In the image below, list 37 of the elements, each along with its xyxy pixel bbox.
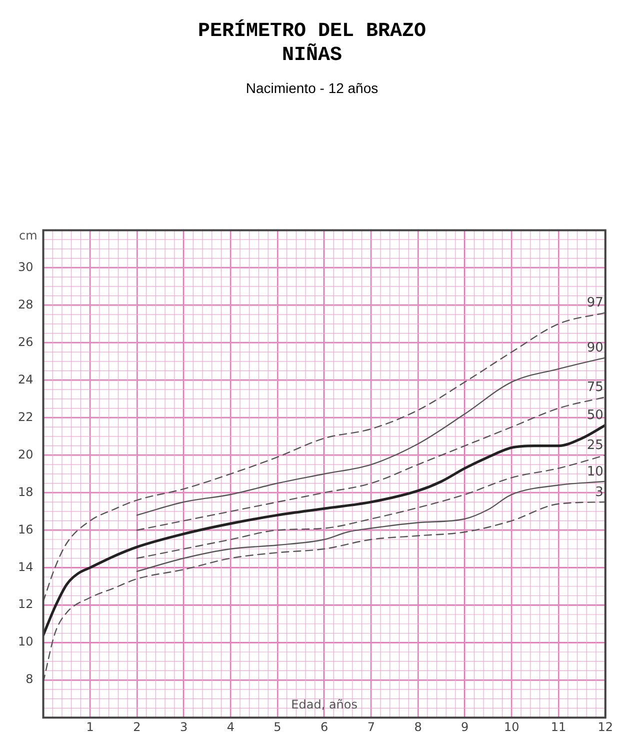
line-series [136,357,606,516]
series-label: 75 [586,380,604,395]
y-tick-label: 22 [18,410,34,424]
y-tick-label: 24 [18,372,34,386]
x-tick-label: 7 [367,720,375,734]
line-series [43,312,606,602]
x-tick-label: 10 [504,720,520,734]
chart-subtitle: Nacimiento - 12 años [244,80,380,96]
x-tick-label: 4 [226,720,234,734]
x-tick-label: 3 [180,720,188,734]
y-axis-title: cm [18,228,38,242]
y-tick-label: 14 [18,560,34,574]
x-tick-label: 6 [320,720,328,734]
series-label: 25 [586,438,604,454]
x-tick-label: 9 [461,720,469,734]
line-series [136,454,606,559]
y-tick-label: 30 [18,260,34,274]
y-tick-label: 26 [18,334,34,349]
y-tick-label: 28 [18,297,34,312]
x-tick-label: 1 [86,720,94,734]
y-tick-label: 16 [18,522,34,536]
y-tick-label: 12 [18,597,34,612]
x-tick-label: 11 [550,720,566,734]
x-tick-label: 12 [598,720,614,734]
series-label: 90 [586,340,604,356]
y-tick-label: 8 [26,672,34,686]
series-label: 10 [586,464,604,480]
chart-title: PERÍMETRO DEL BRAZO NIÑAS [196,20,428,68]
line-series [43,424,606,636]
line-series [136,396,606,531]
x-tick-label: 2 [133,720,141,734]
y-tick-label: 10 [18,634,34,649]
x-tick-label: 8 [414,720,422,734]
line-series [136,480,606,572]
y-tick-label: 18 [18,484,34,499]
y-tick-label: 20 [18,447,34,462]
x-tick-label: 5 [274,720,282,734]
